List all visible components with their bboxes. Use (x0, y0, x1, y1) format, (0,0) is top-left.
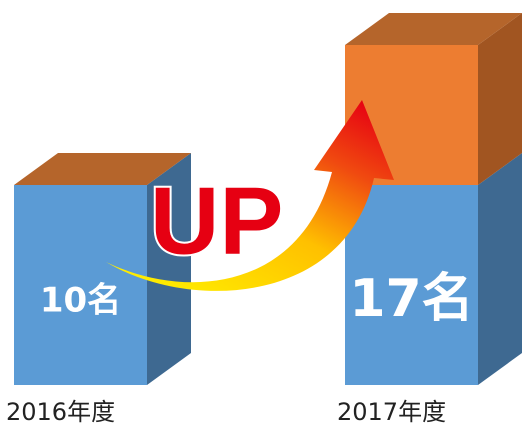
labels: 10名 2016年度 17名 2017年度 (6, 269, 474, 426)
bar-side (478, 153, 522, 385)
bar-top (14, 153, 191, 185)
annotation: UP (150, 167, 283, 274)
total-label: 17名 (349, 269, 473, 329)
up-arrow (106, 100, 394, 291)
bar-top (345, 13, 522, 45)
x-tick-label: 2016年度 (6, 398, 115, 426)
total-label: 10名 (40, 281, 121, 321)
bar-side (478, 13, 522, 185)
bar-segment (345, 153, 522, 385)
x-tick-label: 2017年度 (337, 398, 446, 426)
bar-segment (14, 153, 191, 385)
bar-side (147, 153, 191, 385)
bar-front (14, 185, 147, 385)
bar-front (345, 185, 478, 385)
